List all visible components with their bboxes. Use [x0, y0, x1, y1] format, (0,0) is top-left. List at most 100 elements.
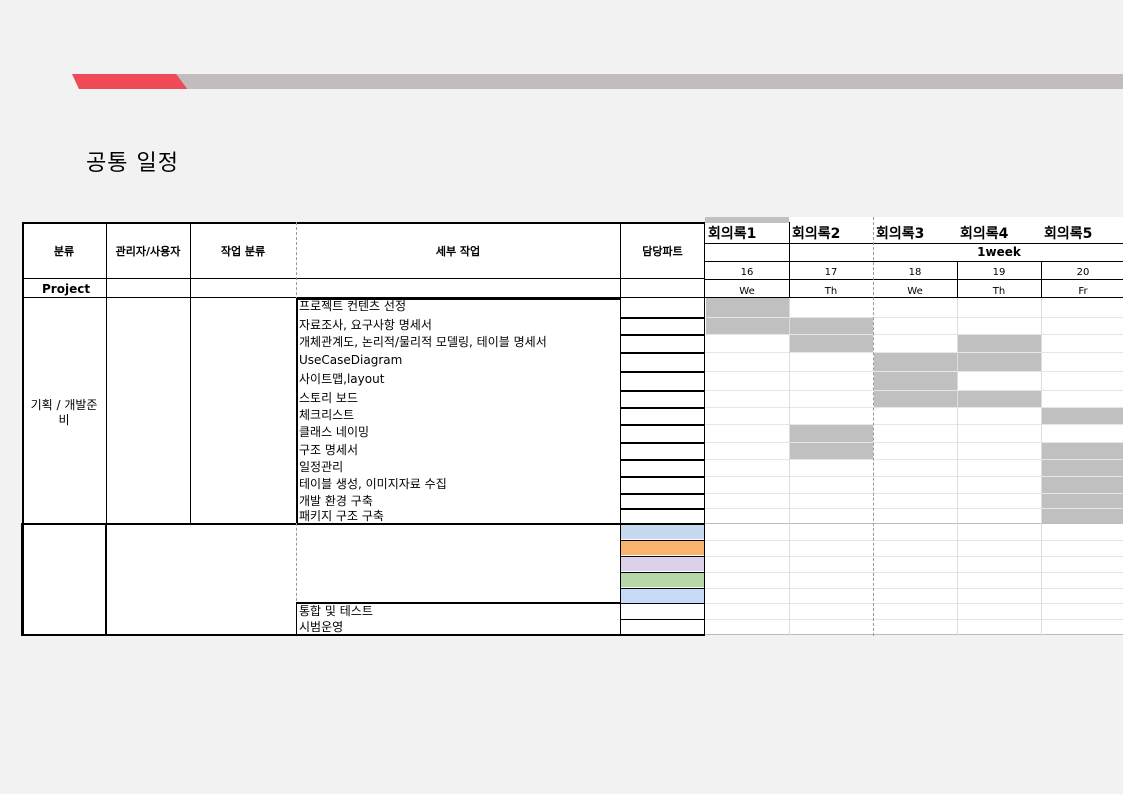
group-planning-label: 기획 / 개발준 비	[30, 398, 98, 427]
gantt-column-line	[789, 261, 790, 636]
gantt-row-line	[705, 603, 1123, 604]
gantt-column-line	[789, 222, 790, 261]
meeting-label: 회의록2	[792, 226, 841, 242]
detail-box-border	[296, 602, 620, 604]
column-border	[190, 222, 191, 523]
task-label: 구조 명세서	[299, 443, 359, 457]
gantt-row-line	[705, 556, 1123, 557]
part-row-line	[620, 572, 705, 573]
gantt-bar	[790, 442, 873, 459]
group-box-border	[105, 523, 107, 636]
part-color-swatch	[621, 524, 704, 539]
gantt-bar	[874, 352, 957, 371]
gantt-line	[705, 297, 1123, 298]
part-row-line	[620, 588, 705, 589]
task-label: 패키지 구조 구축	[299, 509, 384, 523]
column-border	[620, 222, 621, 636]
gantt-background	[705, 217, 1123, 635]
detail-box-border	[296, 298, 620, 300]
meeting-label: 회의록5	[1044, 226, 1093, 242]
gantt-column-line	[789, 261, 790, 298]
gantt-bar	[958, 352, 1041, 371]
task-label: 개체관계도, 논리적/물리적 모델링, 테이블 명세서	[299, 335, 547, 349]
task-label: 통합 및 테스트	[299, 604, 373, 618]
gantt-column-line	[957, 261, 958, 636]
day-label: Th	[992, 286, 1006, 297]
gantt-row-line	[705, 352, 1123, 353]
gantt-bar	[874, 371, 957, 390]
gantt-row-line	[705, 619, 1123, 620]
gantt-bar	[706, 298, 789, 317]
gantt-line	[705, 243, 1123, 244]
part-row-line	[620, 390, 705, 392]
gantt-row-line	[705, 588, 1123, 589]
table-background	[22, 223, 705, 635]
table-bottom-border	[22, 634, 705, 636]
task-label: 일정관리	[299, 460, 344, 474]
column-border	[106, 222, 107, 636]
gantt-row-line	[705, 371, 1123, 372]
gantt-row-line	[705, 442, 1123, 443]
gantt-bar	[790, 334, 873, 352]
meeting-label: 회의록1	[708, 226, 757, 242]
day-label: Th	[824, 286, 838, 297]
day-label: We	[739, 286, 755, 297]
part-row-line	[620, 334, 705, 336]
gantt-bar	[1042, 459, 1123, 476]
gantt-bar	[1042, 493, 1123, 508]
gantt-bar	[1042, 442, 1123, 459]
part-row-line	[620, 508, 705, 510]
task-label: 스토리 보드	[299, 391, 359, 405]
task-label: 사이트맵,layout	[299, 372, 385, 386]
part-color-swatch	[621, 572, 704, 587]
task-label: 개발 환경 구축	[299, 494, 373, 508]
part-row-line	[620, 493, 705, 495]
gantt-bar	[1042, 407, 1123, 424]
gantt-bottom-line	[705, 634, 1123, 635]
gantt-row-line	[705, 317, 1123, 318]
header-accent-red	[72, 74, 188, 89]
column-border	[704, 222, 705, 636]
part-row-line	[620, 371, 705, 373]
task-label: 테이블 생성, 이미지자료 수집	[299, 477, 447, 491]
part-color-swatch	[621, 556, 704, 571]
gantt-row-line	[705, 493, 1123, 494]
header-part: 담당파트	[642, 245, 683, 258]
part-row-line	[620, 424, 705, 426]
part-row-line	[620, 459, 705, 461]
header-category: 분류	[53, 245, 75, 258]
task-label: 자료조사, 요구사항 명세서	[299, 318, 432, 332]
gantt-row-line	[705, 390, 1123, 391]
gantt-bar	[706, 317, 789, 334]
page-title: 공통 일정	[86, 151, 179, 176]
part-row-line	[620, 556, 705, 557]
meeting-label: 회의록3	[876, 226, 925, 242]
gantt-bar	[1042, 508, 1123, 523]
part-row-line	[620, 352, 705, 354]
part-color-swatch	[621, 540, 704, 555]
gantt-top-strip	[705, 217, 789, 223]
date-label: 17	[824, 267, 838, 278]
table-left-border	[22, 222, 24, 636]
part-row-line	[620, 619, 705, 620]
header-detail: 세부 작업	[435, 245, 481, 258]
gantt-bar	[1042, 476, 1123, 493]
gantt-row-line	[705, 459, 1123, 460]
part-row-line	[620, 407, 705, 409]
task-label: 프로젝트 컨텐츠 선정	[299, 299, 406, 313]
header-work-type: 작업 분류	[220, 245, 266, 258]
part-row-line	[620, 476, 705, 478]
task-label: 클래스 네이밍	[299, 425, 370, 439]
date-label: 16	[740, 267, 754, 278]
gantt-line	[705, 261, 1123, 262]
gantt-group-line	[705, 523, 1123, 524]
task-label: 시범운영	[299, 620, 344, 634]
gantt-bar	[958, 390, 1041, 407]
header-accent-gray	[176, 74, 1123, 89]
header-manager: 관리자/사용자	[115, 245, 181, 258]
part-color-swatch	[621, 588, 704, 603]
gantt-bar	[874, 390, 957, 407]
task-label: UseCaseDiagram	[299, 353, 403, 367]
gantt-column-line	[957, 261, 958, 298]
